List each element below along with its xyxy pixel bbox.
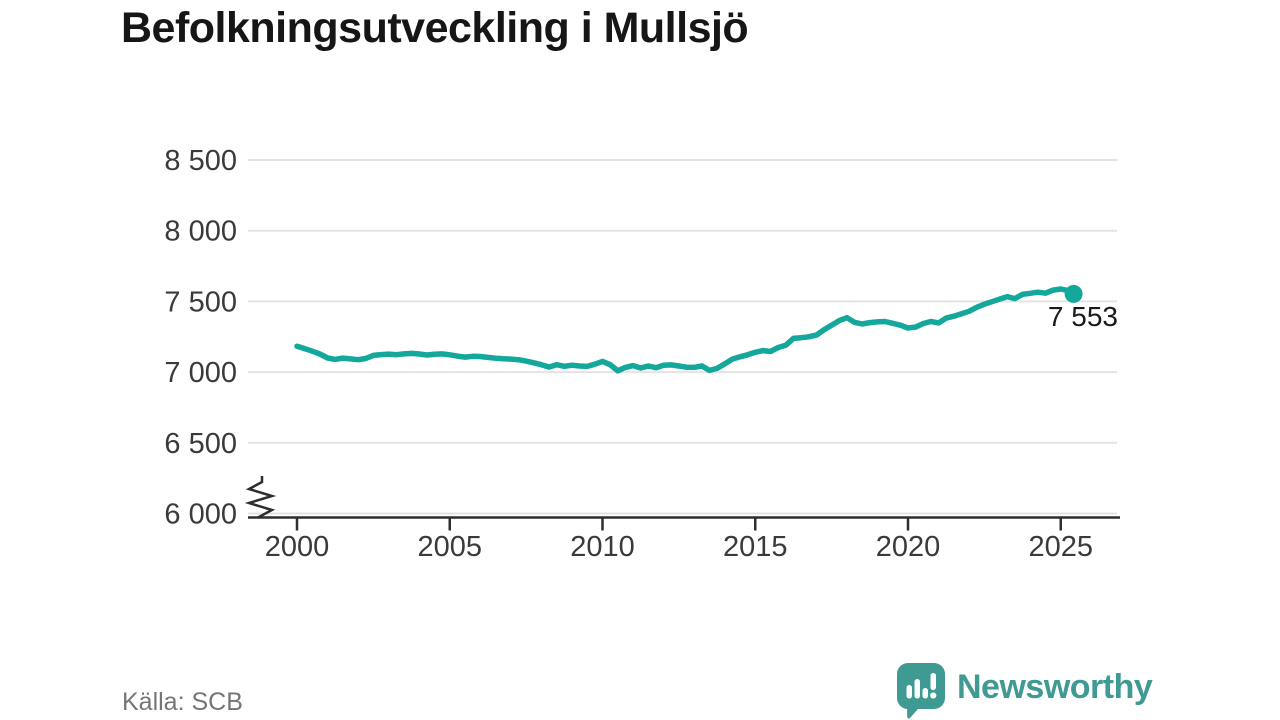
population-series-line xyxy=(294,286,1077,374)
newsworthy-logo: Newsworthy xyxy=(897,662,1153,719)
source-note: Källa: SCB xyxy=(122,688,243,716)
x-axis-tick-label: 2020 xyxy=(876,531,941,563)
y-axis-tick-label: 6 500 xyxy=(164,428,237,460)
y-axis-tick-label: 7 000 xyxy=(164,357,237,389)
y-axis-break-icon xyxy=(244,476,277,519)
y-axis-tick-label: 8 500 xyxy=(164,145,237,177)
x-axis-tick-label: 2025 xyxy=(1028,531,1093,563)
y-axis-tick-label: 7 500 xyxy=(164,286,237,318)
x-axis-tick-label: 2010 xyxy=(570,531,635,563)
chart-title: Befolkningsutveckling i Mullsjö xyxy=(121,4,749,52)
newsworthy-speech-bubble-chart-icon xyxy=(897,662,945,718)
x-axis-tick-label: 2015 xyxy=(723,531,788,563)
y-axis-tick-label: 8 000 xyxy=(164,216,237,248)
y-axis-tick-label: 6 000 xyxy=(164,499,237,531)
x-axis-tick-label: 2000 xyxy=(265,531,330,563)
latest-value-label: 7 553 xyxy=(1048,301,1118,332)
x-axis-tick-label: 2005 xyxy=(417,531,482,563)
newsworthy-wordmark: Newsworthy xyxy=(957,667,1153,706)
latest-value-dot xyxy=(1064,284,1083,303)
